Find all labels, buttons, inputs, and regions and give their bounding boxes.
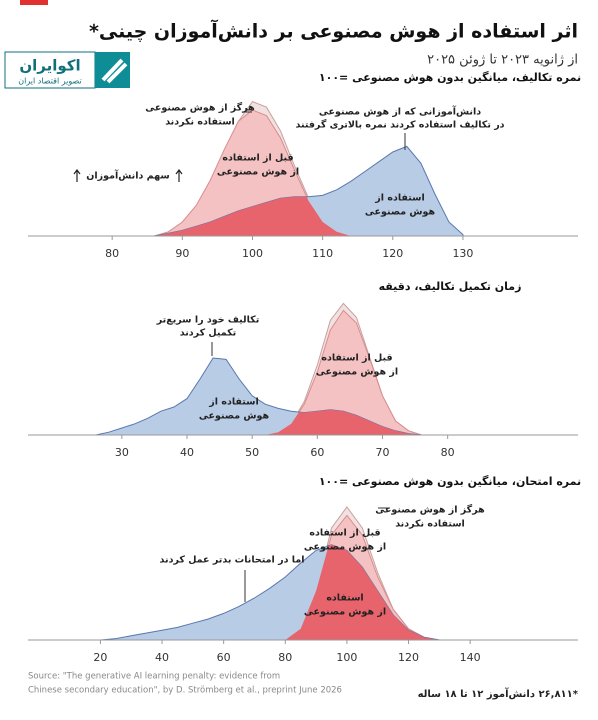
annotation: در تکالیف استفاده کردند نمره بالاتری گرف… (295, 119, 504, 131)
series-label: استفاده از (374, 193, 424, 204)
series-label: هوش مصنوعی (199, 411, 270, 422)
subtitle: از ژانویه ۲۰۲۳ تا ژوئن ۲۰۲۵ (427, 53, 578, 68)
logo-tagline: تصویر اقتصاد ایران (18, 77, 81, 86)
series-label: استفاده نکردند (165, 117, 235, 128)
x-tick-label: 60 (217, 651, 231, 664)
title: اثر استفاده از هوش مصنوعی بر دانش‌آموزان… (89, 19, 578, 43)
x-tick-label: 130 (452, 247, 473, 260)
x-tick-label: 120 (398, 651, 419, 664)
y-axis-label: سهم دانش‌آموزان (86, 169, 169, 182)
overlap-area (100, 544, 471, 640)
annotation: تکالیف خود را سریع‌تر (156, 315, 260, 326)
annotation: تکمیل کردند (180, 328, 237, 339)
series-label: استفاده نکردند (395, 519, 465, 530)
series-label: هوش مصنوعی (365, 207, 436, 218)
x-tick-label: 40 (180, 446, 194, 459)
x-tick-label: 40 (155, 651, 169, 664)
annotation: دانش‌آموزانی که از هوش مصنوعی (319, 105, 481, 118)
series-label: هرگز از هوش مصنوعی (145, 102, 255, 114)
x-tick-label: 100 (336, 651, 357, 664)
logo-text: اکوایران (19, 57, 80, 75)
arrow (175, 169, 183, 182)
x-tick-label: 60 (310, 446, 324, 459)
source: Source: "The generative AI learning pena… (28, 672, 280, 682)
x-tick-label: 30 (115, 446, 129, 459)
annotation: اما در امتحانات بدتر عمل کردند (160, 555, 305, 566)
series-label: قبل از استفاده (309, 528, 380, 539)
footnote: *۲۶,۸۱۱ دانش‌آموز ۱۲ تا ۱۸ ساله (418, 687, 579, 700)
source: Chinese secondary education", by D. Strö… (28, 686, 342, 696)
series-label: از هوش مصنوعی (217, 167, 299, 178)
series-label: استفاده از (208, 397, 258, 408)
x-tick-label: 20 (93, 651, 107, 664)
series-label: قبل از استفاده (321, 353, 392, 364)
x-tick-label: 80 (441, 446, 455, 459)
series-label: هرگز از هوش مصنوعی (375, 504, 485, 516)
panel-title: نمره امتحان، میانگین بدون هوش مصنوعی =۱۰… (319, 475, 581, 488)
panel-title: نمره تکالیف، میانگین بدون هوش مصنوعی =۱۰… (319, 71, 581, 84)
logo: اکوایران تصویر اقتصاد ایران (4, 51, 130, 89)
logo-mark (101, 58, 128, 84)
x-tick-label: 90 (175, 247, 189, 260)
x-tick-label: 50 (245, 446, 259, 459)
logo-box (4, 51, 96, 89)
x-tick-label: 70 (376, 446, 390, 459)
series-label: استفاده (326, 593, 363, 604)
accent-bar (20, 0, 48, 5)
x-tick-label: 80 (105, 247, 119, 260)
x-tick-label: 80 (278, 651, 292, 664)
series-label: از هوش مصنوعی (304, 607, 386, 618)
series-label: از هوش مصنوعی (316, 367, 398, 378)
x-tick-label: 100 (242, 247, 263, 260)
x-tick-label: 110 (312, 247, 333, 260)
arrow (73, 169, 81, 182)
x-tick-label: 140 (460, 651, 481, 664)
series-label: از هوش مصنوعی (304, 542, 386, 553)
x-tick-label: 120 (382, 247, 403, 260)
panel-title: زمان تکمیل تکالیف، دقیقه (379, 280, 522, 293)
series-label: قبل از استفاده (222, 153, 293, 164)
